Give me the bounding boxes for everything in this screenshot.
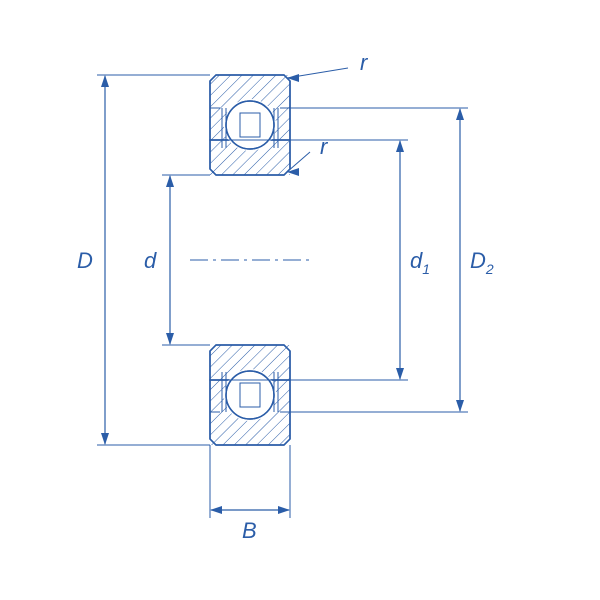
svg-text:B: B — [242, 518, 257, 543]
svg-text:D2: D2 — [470, 248, 494, 277]
svg-text:d1: d1 — [410, 248, 430, 277]
bearing-diagram: Dd d1 D2 Br r — [0, 0, 600, 600]
svg-text:d: d — [144, 248, 157, 273]
svg-text:D: D — [77, 248, 93, 273]
svg-text:r: r — [360, 50, 369, 75]
drawing-area: Dd d1 D2 Br r — [77, 50, 494, 543]
svg-text:r: r — [320, 134, 329, 159]
